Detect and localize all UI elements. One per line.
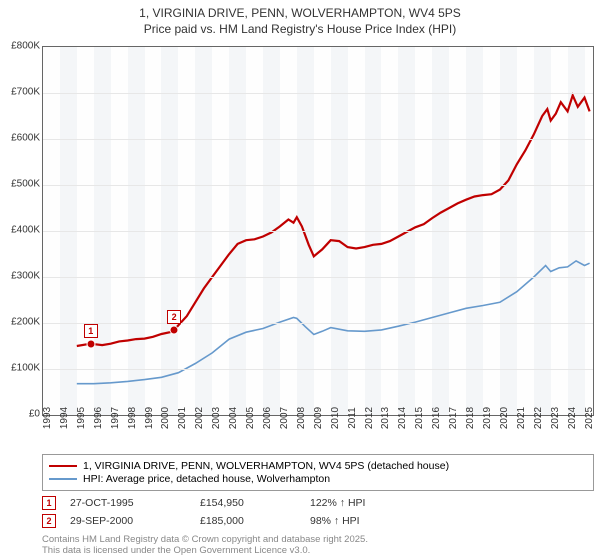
- series-property: [77, 95, 590, 346]
- sale-dot-icon: [170, 325, 179, 334]
- sale-price-2: £185,000: [200, 515, 310, 527]
- x-tick-label: 2025: [584, 407, 595, 429]
- y-tick-label: £100K: [11, 363, 40, 374]
- legend-row-property: 1, VIRGINIA DRIVE, PENN, WOLVERHAMPTON, …: [49, 460, 587, 472]
- legend: 1, VIRGINIA DRIVE, PENN, WOLVERHAMPTON, …: [42, 454, 594, 491]
- x-tick-label: 2004: [228, 407, 239, 429]
- y-tick-label: £500K: [11, 179, 40, 190]
- x-tick-label: 2012: [364, 407, 375, 429]
- sale-marker-2: 2: [42, 514, 56, 528]
- sale-pct-1: 122% ↑ HPI: [310, 497, 365, 509]
- y-tick-label: £800K: [11, 41, 40, 52]
- title-line-1: 1, VIRGINIA DRIVE, PENN, WOLVERHAMPTON, …: [0, 6, 600, 22]
- x-tick-label: 2001: [177, 407, 188, 429]
- sale-date-2: 29-SEP-2000: [70, 515, 200, 527]
- legend-swatch-property: [49, 465, 77, 467]
- x-tick-label: 2003: [211, 407, 222, 429]
- x-tick-label: 2002: [194, 407, 205, 429]
- x-tick-label: 2005: [245, 407, 256, 429]
- legend-label-hpi: HPI: Average price, detached house, Wolv…: [83, 473, 330, 485]
- x-tick-label: 2000: [160, 407, 171, 429]
- x-tick-label: 2020: [499, 407, 510, 429]
- gridline: [43, 231, 593, 232]
- x-tick-label: 2021: [516, 407, 527, 429]
- x-tick-label: 1995: [76, 407, 87, 429]
- x-tick-label: 2016: [431, 407, 442, 429]
- sales-row-2: 2 29-SEP-2000 £185,000 98% ↑ HPI: [42, 512, 365, 530]
- x-tick-label: 1998: [127, 407, 138, 429]
- x-tick-label: 2011: [347, 407, 358, 429]
- gridline: [43, 139, 593, 140]
- copyright-line-1: Contains HM Land Registry data © Crown c…: [42, 534, 368, 545]
- plot-area: 12: [42, 46, 594, 416]
- legend-row-hpi: HPI: Average price, detached house, Wolv…: [49, 473, 587, 485]
- sale-date-1: 27-OCT-1995: [70, 497, 200, 509]
- x-tick-label: 2017: [448, 407, 459, 429]
- x-tick-label: 2023: [550, 407, 561, 429]
- x-tick-label: 2009: [313, 407, 324, 429]
- x-tick-label: 2022: [533, 407, 544, 429]
- x-tick-label: 2014: [397, 407, 408, 429]
- legend-label-property: 1, VIRGINIA DRIVE, PENN, WOLVERHAMPTON, …: [83, 460, 449, 472]
- x-tick-label: 2010: [330, 407, 341, 429]
- x-tick-label: 1996: [93, 407, 104, 429]
- sale-marker-1: 1: [42, 496, 56, 510]
- x-tick-label: 2006: [262, 407, 273, 429]
- legend-swatch-hpi: [49, 478, 77, 480]
- x-tick-label: 2024: [567, 407, 578, 429]
- sale-marker-box: 1: [84, 324, 98, 338]
- y-tick-label: £0: [29, 409, 40, 420]
- chart-title-block: 1, VIRGINIA DRIVE, PENN, WOLVERHAMPTON, …: [0, 0, 600, 37]
- sale-price-1: £154,950: [200, 497, 310, 509]
- x-tick-label: 2018: [465, 407, 476, 429]
- x-tick-label: 1999: [144, 407, 155, 429]
- x-tick-label: 2007: [279, 407, 290, 429]
- y-tick-label: £200K: [11, 317, 40, 328]
- sale-dot-icon: [86, 339, 95, 348]
- y-tick-label: £300K: [11, 271, 40, 282]
- title-line-2: Price paid vs. HM Land Registry's House …: [0, 22, 600, 38]
- x-tick-label: 2008: [296, 407, 307, 429]
- y-tick-label: £600K: [11, 133, 40, 144]
- copyright-line-2: This data is licensed under the Open Gov…: [42, 545, 310, 556]
- x-tick-label: 1997: [110, 407, 121, 429]
- x-tick-label: 2019: [482, 407, 493, 429]
- x-tick-label: 2013: [380, 407, 391, 429]
- gridline: [43, 277, 593, 278]
- x-tick-label: 2015: [414, 407, 425, 429]
- gridline: [43, 185, 593, 186]
- x-tick-label: 1993: [42, 407, 53, 429]
- gridline: [43, 93, 593, 94]
- y-tick-label: £400K: [11, 225, 40, 236]
- gridline: [43, 369, 593, 370]
- sale-pct-2: 98% ↑ HPI: [310, 515, 360, 527]
- gridline: [43, 323, 593, 324]
- x-tick-label: 1994: [59, 407, 70, 429]
- y-tick-label: £700K: [11, 87, 40, 98]
- sales-table: 1 27-OCT-1995 £154,950 122% ↑ HPI 2 29-S…: [42, 494, 365, 530]
- sales-row-1: 1 27-OCT-1995 £154,950 122% ↑ HPI: [42, 494, 365, 512]
- copyright: Contains HM Land Registry data © Crown c…: [42, 534, 594, 557]
- sale-marker-box: 2: [167, 310, 181, 324]
